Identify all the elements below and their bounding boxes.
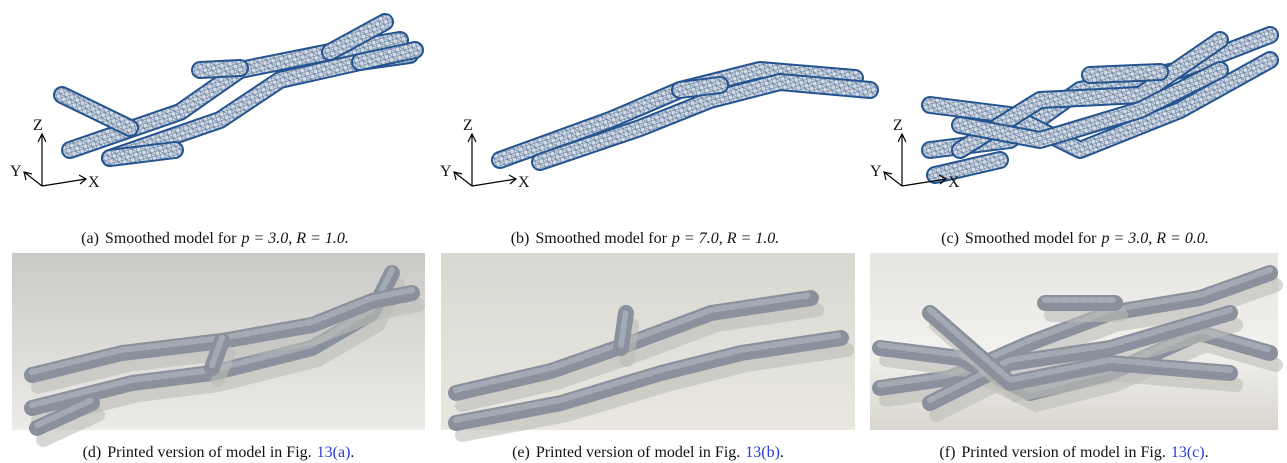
y-axis xyxy=(884,172,902,186)
figure-link[interactable]: 13(a) xyxy=(317,444,351,461)
z-axis xyxy=(38,134,46,186)
caption-text: Smoothed model for xyxy=(535,230,667,247)
axis-label: X xyxy=(88,174,100,191)
photo-panel xyxy=(870,253,1278,430)
y-axis xyxy=(454,172,472,186)
caption-math: p = 7.0, R = 1.0. xyxy=(671,230,779,247)
caption-label: (b) xyxy=(511,230,530,247)
x-axis xyxy=(42,175,86,186)
photo-panel xyxy=(12,253,425,440)
figure-link[interactable]: 13(b) xyxy=(745,444,780,461)
mesh-panel: Z Y X xyxy=(10,22,415,191)
caption-text: Printed version of model in Fig. xyxy=(536,444,740,461)
axis-label: Z xyxy=(893,117,903,134)
caption-text: Printed version of model in Fig. xyxy=(107,444,311,461)
caption-label: (d) xyxy=(83,444,102,461)
x-axis xyxy=(472,175,516,186)
y-axis xyxy=(24,172,42,186)
caption-end: . xyxy=(780,444,784,461)
caption-math: p = 3.0, R = 0.0. xyxy=(1100,230,1208,247)
mesh-panel: Z Y X xyxy=(870,35,1270,191)
caption-end: . xyxy=(350,444,354,461)
caption-math: p = 3.0, R = 1.0. xyxy=(240,230,348,247)
mesh-beam xyxy=(935,160,1000,175)
axis-label: Z xyxy=(463,117,473,134)
mesh-beam xyxy=(110,150,175,158)
mesh-beam xyxy=(62,95,130,128)
axis-label: X xyxy=(518,174,530,191)
caption-label: (c) xyxy=(941,230,959,247)
axis-label: Y xyxy=(440,163,452,180)
mesh-beam xyxy=(1090,72,1160,75)
mesh-beam xyxy=(680,85,720,90)
caption-label: (e) xyxy=(512,444,530,461)
caption-text: Printed version of model in Fig. xyxy=(961,444,1165,461)
mesh-panel: Z Y X xyxy=(440,70,870,191)
caption-label: (a) xyxy=(81,230,99,247)
caption: (e) Printed version of model in Fig. 13(b)… xyxy=(512,444,784,461)
axis-label: X xyxy=(948,174,960,191)
mesh-beam xyxy=(200,68,240,70)
figure-link[interactable]: 13(c) xyxy=(1171,444,1205,461)
caption-text: Smoothed model for xyxy=(105,230,237,247)
axis-label: Z xyxy=(33,117,43,134)
caption-text: Smoothed model for xyxy=(965,230,1097,247)
photo-panel xyxy=(441,253,855,435)
axis-label: Y xyxy=(10,163,22,180)
z-axis xyxy=(468,134,476,186)
caption-end: . xyxy=(1205,444,1209,461)
axis-label: Y xyxy=(870,163,882,180)
caption: (d) Printed version of model in Fig. 13(a)… xyxy=(83,444,355,461)
caption-label: (f) xyxy=(939,444,955,461)
z-axis xyxy=(898,134,906,186)
caption: (f) Printed version of model in Fig. 13(c)… xyxy=(939,444,1208,461)
figure: ZYX(a)Smoothed model forp = 3.0, R = 1.0… xyxy=(0,0,1287,463)
